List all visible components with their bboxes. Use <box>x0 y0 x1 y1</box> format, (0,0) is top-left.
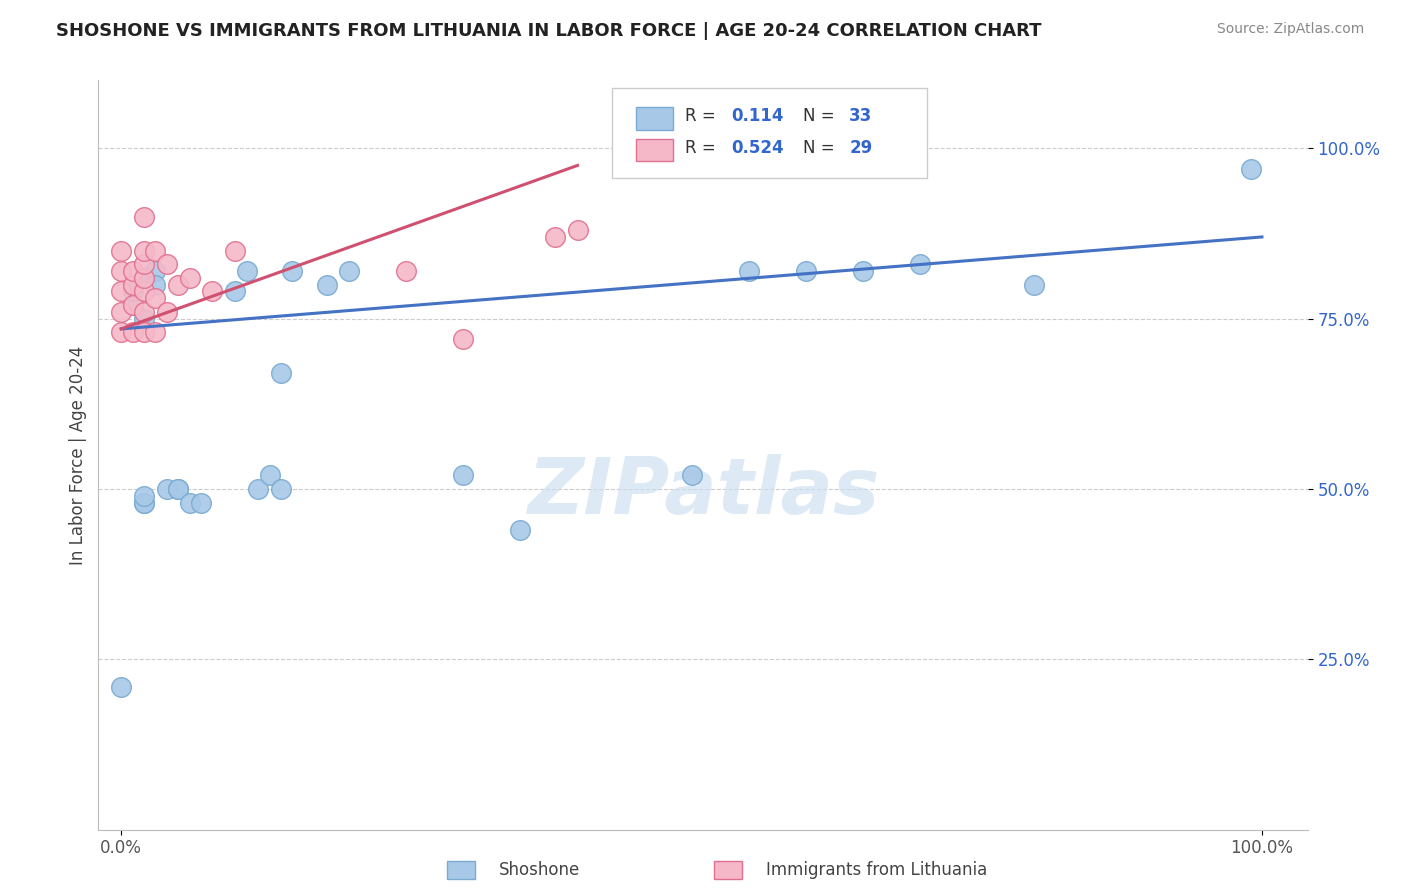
Y-axis label: In Labor Force | Age 20-24: In Labor Force | Age 20-24 <box>69 345 87 565</box>
Point <box>908 257 931 271</box>
Point <box>270 482 292 496</box>
Point <box>1239 161 1261 176</box>
Point <box>132 311 155 326</box>
Point <box>110 285 132 299</box>
Point <box>1022 277 1045 292</box>
Point <box>121 298 143 312</box>
Point <box>737 264 759 278</box>
Point <box>145 277 167 292</box>
Point <box>453 468 475 483</box>
Point <box>132 495 155 509</box>
FancyBboxPatch shape <box>613 87 927 178</box>
Point <box>110 680 132 694</box>
Point <box>121 298 143 312</box>
Point <box>121 326 143 340</box>
Text: R =: R = <box>685 139 721 157</box>
Point <box>121 264 143 278</box>
Text: N =: N = <box>803 139 841 157</box>
Text: ZIPatlas: ZIPatlas <box>527 454 879 531</box>
Point <box>179 270 201 285</box>
Point <box>395 264 418 278</box>
Point <box>167 482 190 496</box>
Point <box>132 210 155 224</box>
Point <box>132 326 155 340</box>
Point <box>544 230 567 244</box>
Text: Immigrants from Lithuania: Immigrants from Lithuania <box>766 861 987 879</box>
Text: R =: R = <box>685 107 721 125</box>
Point <box>145 291 167 305</box>
Text: Shoshone: Shoshone <box>499 861 581 879</box>
Point <box>167 482 190 496</box>
FancyBboxPatch shape <box>637 139 672 161</box>
Point <box>281 264 304 278</box>
Point <box>224 285 246 299</box>
Point <box>509 523 531 537</box>
Point <box>167 277 190 292</box>
Point <box>121 285 143 299</box>
Point <box>179 495 201 509</box>
Point <box>337 264 360 278</box>
Text: 0.524: 0.524 <box>731 139 783 157</box>
Point <box>201 285 224 299</box>
Point <box>190 495 212 509</box>
Point <box>132 495 155 509</box>
Point <box>145 244 167 258</box>
Point <box>110 264 132 278</box>
Point <box>145 264 167 278</box>
Text: 33: 33 <box>849 107 873 125</box>
Point <box>156 482 179 496</box>
Point <box>794 264 817 278</box>
Text: 0.114: 0.114 <box>731 107 783 125</box>
Point <box>132 489 155 503</box>
Text: 29: 29 <box>849 139 873 157</box>
Point <box>224 244 246 258</box>
Point <box>110 244 132 258</box>
Point <box>132 244 155 258</box>
Point <box>132 257 155 271</box>
FancyBboxPatch shape <box>637 107 672 129</box>
Point <box>156 305 179 319</box>
Point <box>453 332 475 346</box>
Text: N =: N = <box>803 107 841 125</box>
Point <box>567 223 589 237</box>
Point <box>121 277 143 292</box>
Point <box>852 264 875 278</box>
Point <box>132 270 155 285</box>
Point <box>145 326 167 340</box>
Point <box>315 277 337 292</box>
Point <box>681 468 703 483</box>
Point <box>110 305 132 319</box>
Point <box>259 468 281 483</box>
Point <box>247 482 270 496</box>
Point <box>235 264 257 278</box>
Point <box>156 257 179 271</box>
Point <box>132 285 155 299</box>
Point <box>110 326 132 340</box>
Text: SHOSHONE VS IMMIGRANTS FROM LITHUANIA IN LABOR FORCE | AGE 20-24 CORRELATION CHA: SHOSHONE VS IMMIGRANTS FROM LITHUANIA IN… <box>56 22 1042 40</box>
Text: Source: ZipAtlas.com: Source: ZipAtlas.com <box>1216 22 1364 37</box>
Point <box>270 366 292 380</box>
Point <box>132 270 155 285</box>
Point <box>132 305 155 319</box>
